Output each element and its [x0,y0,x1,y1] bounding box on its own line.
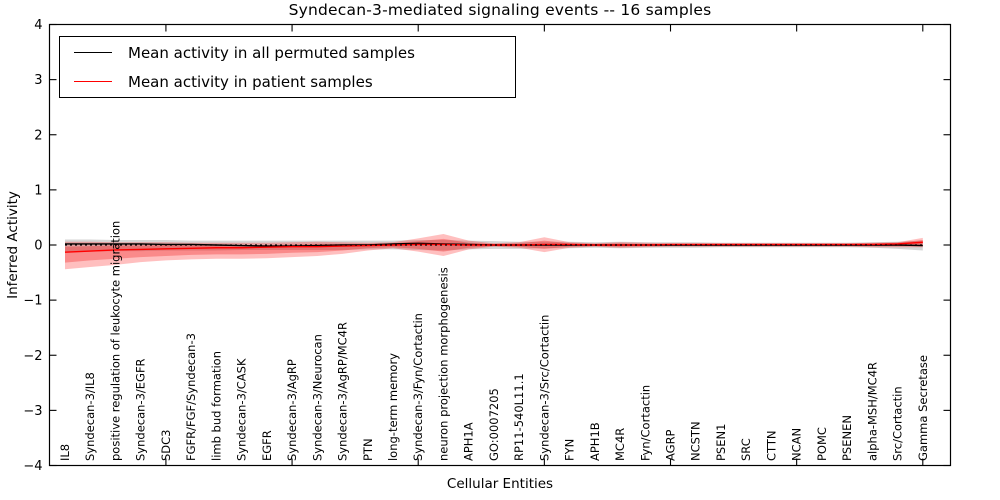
x-category-label: Syndecan-3/Src/Cortactin [537,315,551,461]
legend-label-patient: Mean activity in patient samples [128,72,373,91]
x-category-label: Fyn/Cortactin [638,385,652,461]
y-tick-label: 4 [34,18,42,33]
legend-line-permuted-icon [74,52,112,53]
x-category-label: Syndecan-3/IL8 [83,372,97,461]
x-category-label: EGFR [260,430,274,461]
legend-line-patient-icon [74,81,112,82]
y-tick-label: 2 [34,128,42,143]
x-category-label: Src/Cortactin [891,386,905,461]
legend-entry-permuted: Mean activity in all permuted samples [60,38,515,67]
x-category-label: NCSTN [689,421,703,461]
x-axis-label: Cellular Entities [446,476,554,492]
x-category-label: FYN [563,439,577,461]
x-category-label: APH1B [588,422,602,461]
x-category-label: SRC [739,438,753,461]
x-category-label: AGRP [664,429,678,461]
x-category-label: Syndecan-3/Neurocan [310,334,324,461]
y-tick-label: −3 [23,404,42,419]
x-category-label: PSENEN [840,415,854,461]
legend-entry-patient: Mean activity in patient samples [60,67,515,96]
x-category-label: Syndecan-3/CASK [235,358,249,461]
x-category-label: SDC3 [159,429,173,461]
chart-title: Syndecan-3-mediated signaling events -- … [288,1,712,19]
legend-label-permuted: Mean activity in all permuted samples [128,43,415,62]
patient-spread-outer-band [65,233,923,270]
legend: Mean activity in all permuted samples Me… [59,36,516,98]
x-category-label: GO:0007205 [487,388,501,461]
x-category-label: Syndecan-3/AgRP [285,359,299,461]
x-category-label: Gamma Secretase [916,355,930,461]
x-category-label: APH1A [462,422,476,461]
x-category-label: limb bud formation [209,351,223,461]
y-tick-label: −2 [23,349,42,364]
x-category-label: FGFR/FGF/Syndecan-3 [184,333,198,461]
x-category-label: neuron projection morphogenesis [436,267,450,461]
x-category-label: Syndecan-3/AgRP/MC4R [336,322,350,461]
y-tick-label: 1 [34,183,42,198]
x-category-label: PTN [361,438,375,461]
x-category-label: MC4R [613,428,627,461]
x-category-label: PSEN1 [714,424,728,461]
x-category-label: CTTN [764,431,778,461]
x-category-label: long-term memory [386,353,400,461]
y-tick-label: −4 [23,459,42,474]
y-tick-label: 0 [34,239,42,254]
y-tick-label: 3 [34,73,42,88]
x-category-label: POMC [815,427,829,461]
x-category-label: Syndecan-3/EGFR [134,358,148,461]
y-tick-label: −1 [23,294,42,309]
patient-mean-line [64,241,923,253]
x-category-label: Syndecan-3/Fyn/Cortactin [411,313,425,461]
x-category-label: RP11-540L11.1 [512,373,526,461]
x-category-label: IL8 [58,444,72,461]
x-category-label: NCAN [790,428,804,461]
x-category-label: positive regulation of leukocyte migrati… [108,221,122,461]
x-category-label: alpha-MSH/MC4R [865,362,879,461]
y-axis-label: Inferred Activity [5,191,21,299]
